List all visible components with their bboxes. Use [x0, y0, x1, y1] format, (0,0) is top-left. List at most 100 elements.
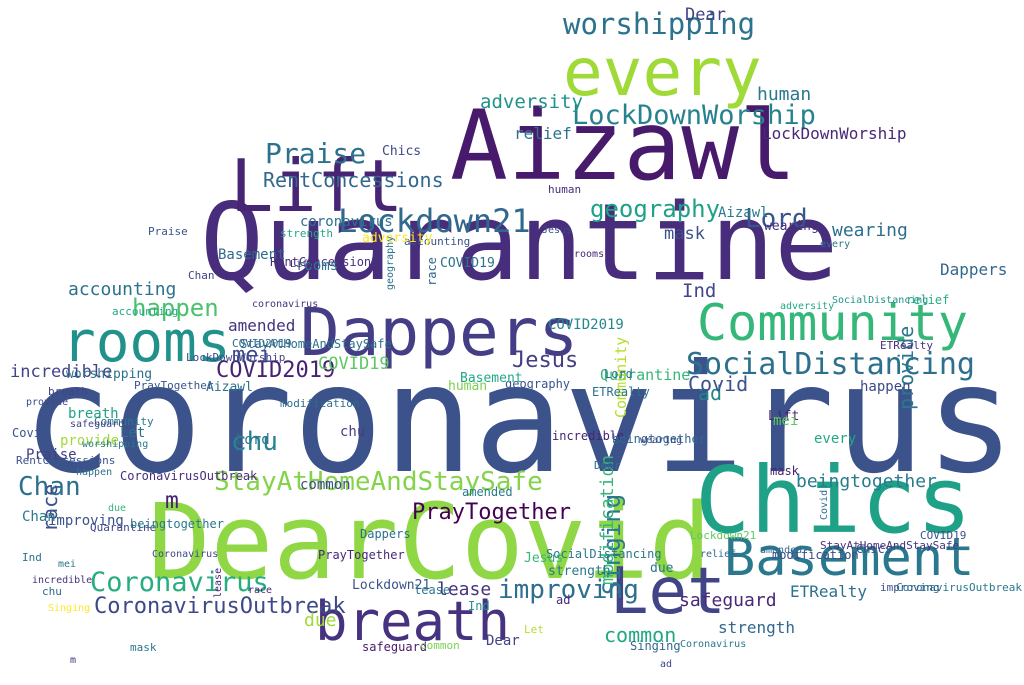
- word-pray-together: PrayTogether: [412, 500, 571, 525]
- word-dappers: Dappers: [300, 294, 579, 371]
- word-chics: Chics: [695, 447, 972, 554]
- word-basement: Basement: [218, 247, 286, 263]
- word-coronavirus-outbreak: CoronavirusOutbreak: [896, 581, 1022, 594]
- word-let: Let: [524, 623, 544, 636]
- word-lock-down-worship: LockDownWorship: [572, 100, 816, 131]
- word-wearing: wearing: [640, 435, 683, 446]
- word-beingtogether: beingtogether: [130, 517, 224, 531]
- word-covid19: COVID19: [440, 256, 495, 271]
- word-incredible: incredible: [10, 362, 113, 382]
- word-aizawl: Aizawl: [450, 90, 797, 202]
- word-pray-together: PrayTogether: [134, 379, 214, 392]
- word-dappers: Dappers: [940, 260, 1008, 279]
- word-rent-concessions: RentConcessions: [16, 454, 116, 467]
- word-lift: Lift: [768, 409, 800, 424]
- word-coronavirus-outbreak: CoronavirusOutbreak: [120, 469, 258, 483]
- word-beingtogether: beingtogether: [796, 471, 937, 492]
- word-lift: Lift: [230, 144, 404, 228]
- word-jesus: Jesus: [542, 225, 573, 236]
- word-mei: mei: [58, 559, 77, 570]
- word-improving: improving: [498, 575, 639, 605]
- word-jesus: Jesus: [512, 348, 579, 373]
- word-basement: Basement: [724, 528, 975, 588]
- word-etrealty: ETRealty: [592, 385, 650, 399]
- word-aizawl: Aizawl: [206, 380, 253, 395]
- word-adversity: adversity: [362, 231, 433, 246]
- word-coronavirus: Coronavirus: [680, 639, 747, 650]
- word-social-distancing: SocialDistancing: [832, 295, 929, 306]
- word-amended: amended: [462, 485, 513, 499]
- word-social-distancing: SocialDistancing: [546, 547, 662, 561]
- word-provide: provide: [26, 397, 69, 408]
- word-mask: mask: [664, 224, 705, 244]
- word-let: Let: [610, 555, 726, 629]
- word-lockdown21: Lockdown21: [690, 529, 757, 542]
- word-singing: Singing: [48, 603, 91, 614]
- word-happen: happen: [132, 294, 219, 322]
- word-covid2019: COVID2019: [216, 358, 336, 383]
- word-community: Community: [94, 415, 154, 428]
- word-let: Let: [120, 425, 146, 441]
- word-incredible: incredible: [552, 429, 625, 443]
- word-coronavirus: Coronavirus: [152, 549, 219, 560]
- word-every: every: [820, 239, 851, 250]
- word-dappers: Dappers: [360, 527, 411, 541]
- word-ind: Ind: [22, 551, 42, 564]
- word-accounting: accounting: [68, 279, 177, 300]
- word-lockdown21: Lockdown21: [338, 202, 531, 240]
- word-lock-down-worship: LockDownWorship: [762, 124, 907, 143]
- word-chics: Chics: [856, 542, 893, 556]
- word-stay-at-home-and-stay-safe: StayAtHomeAndStaySafe: [820, 539, 960, 552]
- word-strength: strength: [548, 564, 611, 579]
- word-chu: chu: [231, 427, 278, 457]
- word-breath: breath: [315, 590, 511, 653]
- word-dear: Dear: [594, 459, 621, 472]
- word-lord: Lord: [745, 204, 808, 234]
- word-common: common: [604, 623, 677, 647]
- word-ad: ad: [698, 381, 723, 405]
- word-modification: modification: [772, 548, 859, 562]
- word-every: every: [563, 34, 762, 111]
- word-relief: relief: [514, 124, 572, 143]
- word-due: due: [304, 610, 337, 631]
- word-lease: lease: [213, 567, 224, 598]
- word-worshipping: worshipping: [563, 7, 756, 41]
- word-ind: Ind: [682, 280, 717, 302]
- word-covid: Covid: [688, 372, 749, 396]
- word-lock-down-worship: LockDownWorship: [186, 351, 286, 364]
- word-geography: geography: [590, 195, 721, 223]
- word-improving: improving: [880, 581, 940, 594]
- word-ind: Ind: [468, 599, 490, 613]
- word-covid: Covid: [12, 426, 49, 440]
- word-chan: Chan: [18, 472, 81, 502]
- word-rooms: rooms: [296, 258, 339, 274]
- word-stay-at-home-and-stay-safe: StayAtHomeAndStaySafe: [240, 337, 392, 351]
- word-rent-concessions: RentConcessions: [270, 255, 379, 269]
- word-aizawl: Aizawl: [718, 205, 769, 221]
- word-due: due: [108, 503, 127, 514]
- word-safeguard: safeguard: [679, 590, 777, 611]
- word-covid19: COVID19: [318, 354, 390, 374]
- word-m: m: [165, 488, 179, 514]
- word-ad: ad: [556, 593, 571, 607]
- word-human: human: [448, 379, 488, 394]
- word-coronavirus: Coronavirus: [90, 567, 269, 598]
- word-due: due: [650, 561, 674, 576]
- word-happen: happen: [76, 467, 113, 478]
- word-incredible: incredible: [32, 575, 93, 586]
- word-breath: breath: [48, 385, 88, 398]
- word-every: every: [814, 431, 857, 447]
- word-mei: mei: [232, 343, 272, 368]
- word-geography: geography: [505, 377, 571, 391]
- word-lockdown21: Lockdown21: [352, 578, 431, 593]
- word-dear-covid: DearCovid: [148, 481, 712, 603]
- word-lease: lease: [437, 579, 492, 600]
- word-praise: Praise: [265, 137, 367, 170]
- word-lord: Lord: [236, 432, 270, 448]
- word-beingtogether: beingtogether: [612, 432, 706, 446]
- word-rent-concessions: RentConcessions: [263, 168, 444, 192]
- word-strength: strength: [718, 618, 796, 637]
- word-wearing: wearing: [764, 219, 819, 234]
- word-quarantine: Quarantine: [600, 366, 691, 384]
- word-coronavirus-outbreak: CoronavirusOutbreak: [94, 594, 346, 619]
